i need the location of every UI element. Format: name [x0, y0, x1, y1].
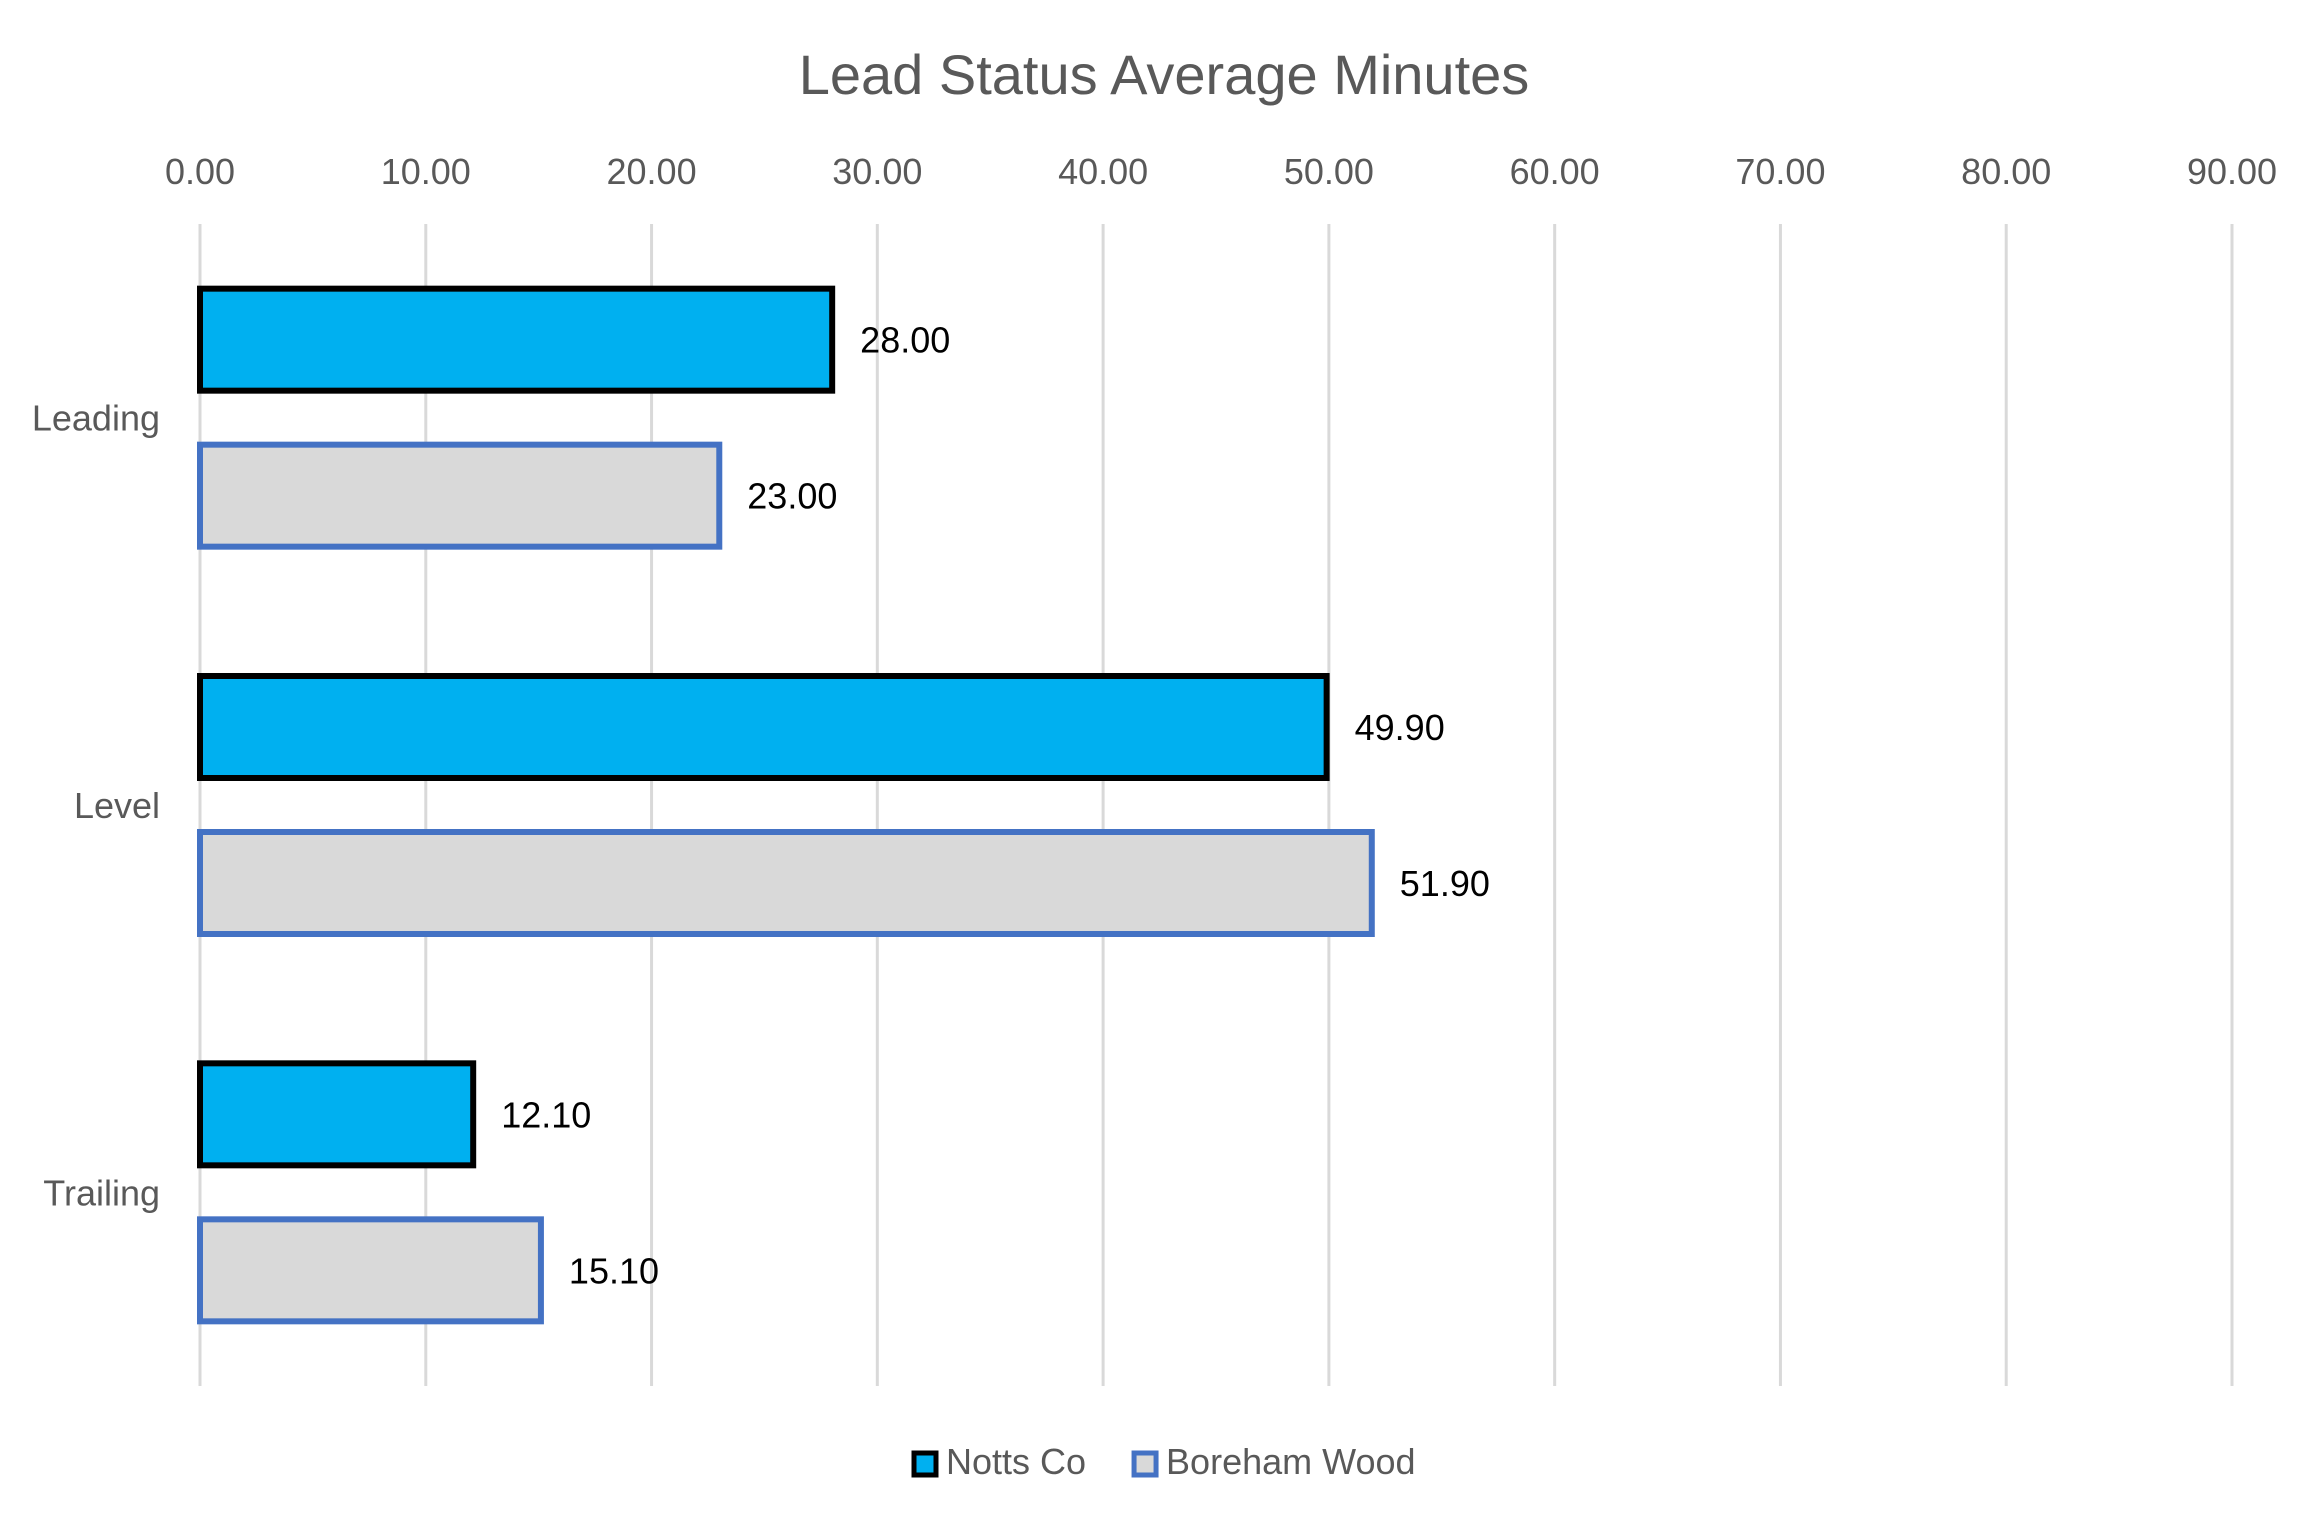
chart-title: Lead Status Average Minutes	[799, 43, 1530, 106]
category-labels: Leading Level Trailing	[32, 398, 160, 1214]
x-tick-label: 80.00	[1961, 151, 2051, 192]
x-tick-label: 30.00	[832, 151, 922, 192]
data-label: 12.10	[501, 1094, 591, 1135]
bar-level-notts-co	[197, 673, 1330, 781]
x-tick-label: 90.00	[2187, 151, 2277, 192]
legend-swatch	[1131, 1450, 1159, 1478]
gridlines	[198, 224, 2234, 1386]
legend-label: Boreham Wood	[1166, 1441, 1415, 1482]
data-label: 49.90	[1355, 707, 1445, 748]
data-label: 51.90	[1400, 863, 1490, 904]
bar-trailing-boreham-wood	[197, 1216, 544, 1325]
bar-level-boreham-wood	[197, 829, 1375, 937]
x-tick-label: 70.00	[1735, 151, 1825, 192]
x-axis-ticks: 0.00 10.00 20.00 30.00 40.00 50.00 60.00 70.00 8…	[165, 151, 2277, 192]
x-tick-label: 10.00	[381, 151, 471, 192]
data-label: 23.00	[747, 476, 837, 517]
x-tick-label: 20.00	[607, 151, 697, 192]
data-labels: 28.00 23.00 49.90 51.90 12.10 15.10	[501, 320, 1490, 1292]
legend-swatch	[911, 1450, 939, 1478]
x-tick-label: 0.00	[165, 151, 235, 192]
data-label: 28.00	[860, 320, 950, 361]
category-label: Leading	[32, 398, 160, 439]
bar-leading-boreham-wood	[197, 441, 723, 550]
bars	[197, 285, 1375, 1325]
bar-trailing-notts-co	[197, 1060, 477, 1169]
data-label: 15.10	[569, 1250, 659, 1291]
x-tick-label: 40.00	[1058, 151, 1148, 192]
category-label: Level	[74, 785, 160, 826]
legend: Notts Co Boreham Wood	[911, 1441, 1416, 1482]
x-tick-label: 50.00	[1284, 151, 1374, 192]
x-tick-label: 60.00	[1510, 151, 1600, 192]
category-label: Trailing	[43, 1172, 160, 1213]
bar-leading-notts-co	[197, 285, 836, 394]
legend-label: Notts Co	[946, 1441, 1086, 1482]
